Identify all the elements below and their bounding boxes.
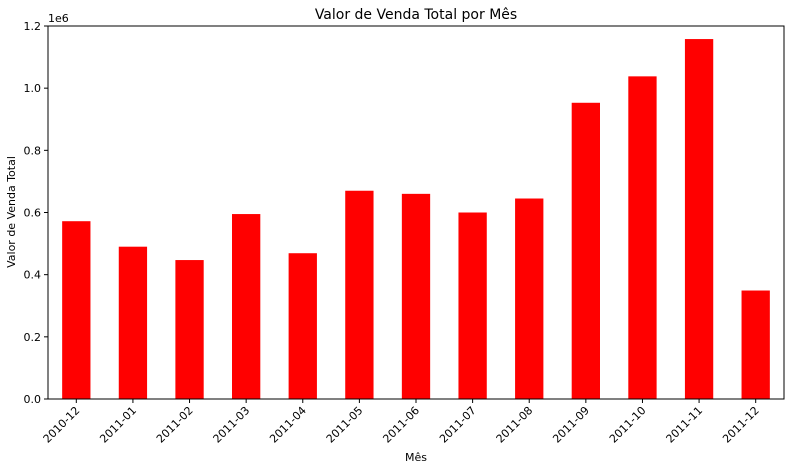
bar xyxy=(401,193,431,399)
x-tick-label: 2011-02 xyxy=(154,404,196,446)
y-scale-label: 1e6 xyxy=(48,12,69,25)
x-tick-label: 2011-10 xyxy=(607,404,649,446)
x-tick-label: 2011-08 xyxy=(494,404,536,446)
bar xyxy=(175,260,204,399)
y-tick-label: 0.4 xyxy=(24,269,42,282)
plot-area: 0.0 0.2 0.4 0.6 0.8 1.0 1.2 2010-12 2011-01 2011-… xyxy=(24,20,770,446)
x-tick-label: 2011-11 xyxy=(664,404,706,446)
x-tick-label: 2011-06 xyxy=(380,404,422,446)
bar xyxy=(741,290,770,399)
bar xyxy=(515,198,544,399)
x-tick-label: 2010-12 xyxy=(41,404,83,446)
x-axis-label: Mês xyxy=(405,451,427,464)
x-tick-label: 2011-07 xyxy=(437,404,479,446)
bar xyxy=(62,221,91,399)
bar xyxy=(288,253,317,399)
y-tick-label: 1.2 xyxy=(24,20,42,33)
y-tick-label: 1.0 xyxy=(24,82,42,95)
x-tick-label: 2011-05 xyxy=(324,404,366,446)
bar xyxy=(571,102,600,400)
x-tick-label: 2011-09 xyxy=(550,404,592,446)
x-tick-label: 2011-04 xyxy=(267,404,309,446)
x-tick-label: 2011-03 xyxy=(211,404,253,446)
y-tick-label: 0.6 xyxy=(24,207,42,220)
plot-frame xyxy=(47,25,785,400)
bar xyxy=(345,190,374,399)
y-tick-label: 0.0 xyxy=(24,393,42,406)
bar xyxy=(232,214,261,399)
x-tick-label: 2011-01 xyxy=(97,404,139,446)
y-tick-label: 0.2 xyxy=(24,331,42,344)
x-tick-label: 2011-12 xyxy=(720,404,762,446)
bar xyxy=(458,212,487,399)
y-axis-label: Valor de Venda Total xyxy=(5,156,18,268)
chart-title: Valor de Venda Total por Mês xyxy=(315,7,517,23)
bar xyxy=(628,76,657,399)
y-tick-label: 0.8 xyxy=(24,144,42,157)
bar xyxy=(118,246,148,399)
bar xyxy=(684,39,714,400)
